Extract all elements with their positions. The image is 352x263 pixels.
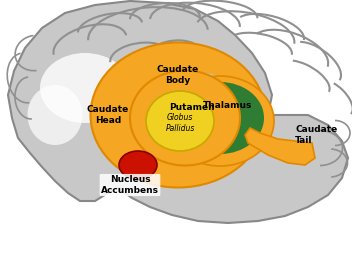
Polygon shape (245, 128, 315, 165)
Text: Thalamus: Thalamus (203, 100, 253, 109)
Text: Caudate
Head: Caudate Head (87, 105, 129, 125)
Text: Putamen: Putamen (169, 104, 215, 113)
Ellipse shape (119, 151, 157, 179)
Ellipse shape (176, 82, 264, 154)
Ellipse shape (130, 70, 240, 165)
Ellipse shape (140, 72, 250, 164)
Ellipse shape (178, 78, 266, 153)
Ellipse shape (27, 85, 82, 145)
Text: Caudate
Body: Caudate Body (157, 65, 199, 85)
Text: Nucleus
Accumbens: Nucleus Accumbens (101, 175, 159, 195)
Ellipse shape (90, 43, 265, 188)
Polygon shape (8, 1, 348, 223)
Ellipse shape (40, 53, 130, 123)
Text: Caudate
Tail: Caudate Tail (295, 125, 337, 145)
Ellipse shape (166, 76, 274, 166)
Ellipse shape (146, 91, 214, 151)
Text: Globus
Pallidus: Globus Pallidus (165, 113, 195, 133)
